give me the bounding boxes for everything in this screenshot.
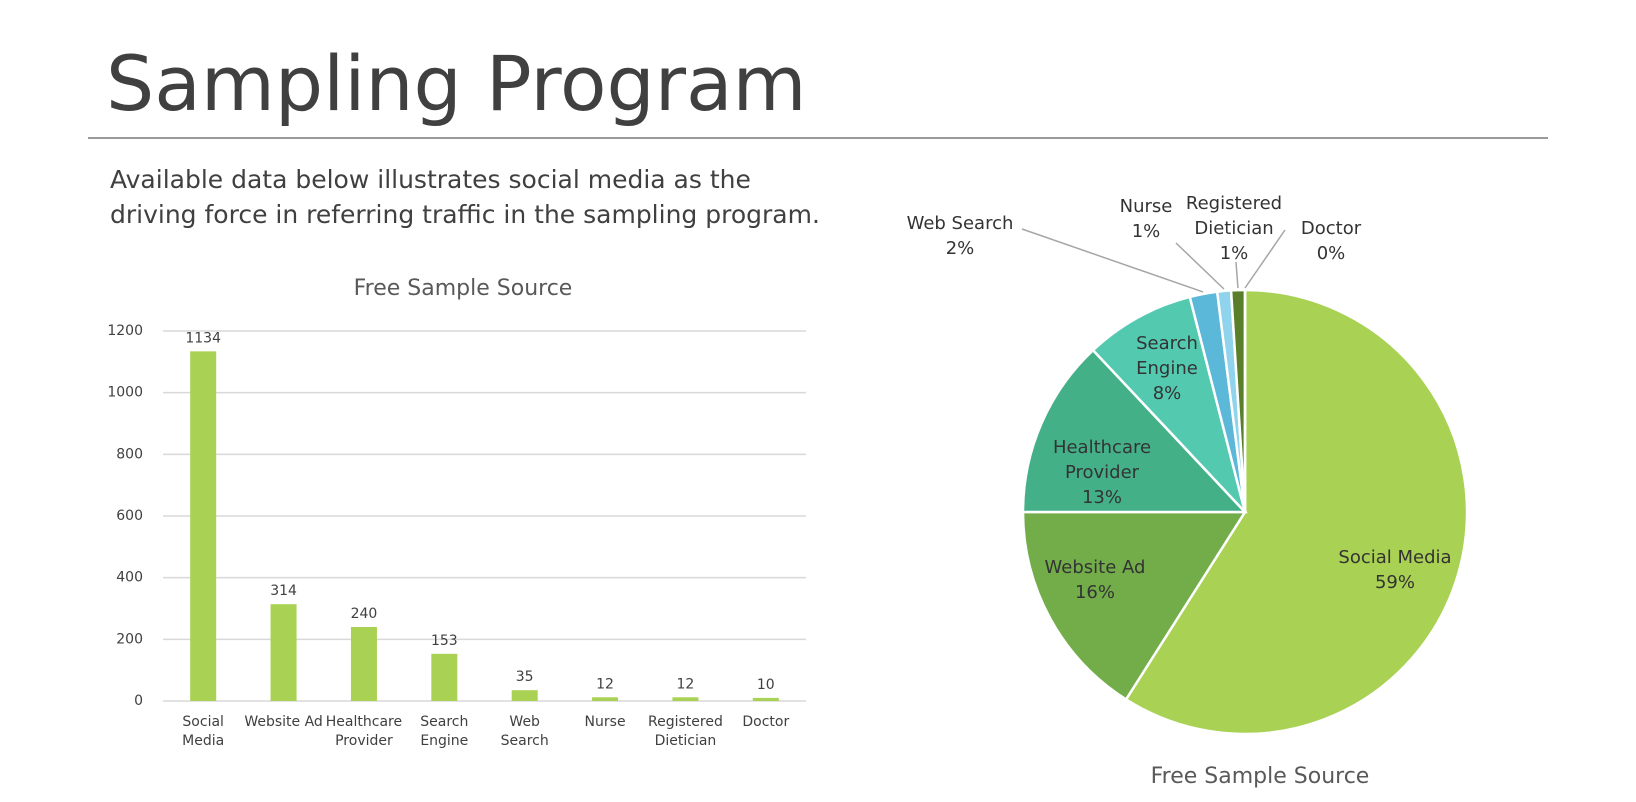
pie-label-value: 0% <box>1316 243 1346 264</box>
bar <box>350 627 377 701</box>
y-tick-label: 200 <box>116 631 143 647</box>
pie-label-value: 1% <box>1219 242 1249 264</box>
x-tick-label: Web Search <box>500 714 549 749</box>
y-tick-label: 800 <box>116 446 143 462</box>
pie-slice <box>1021 348 1248 514</box>
pie-label-name: Registered Dietician <box>1185 192 1283 239</box>
pie-label: Social Media 59% <box>1310 530 1480 610</box>
value-label: 1134 <box>185 330 221 346</box>
bar <box>431 653 458 701</box>
bar <box>190 351 217 701</box>
bar-chart-title: Free Sample Source <box>353 276 573 301</box>
leader-line <box>1175 242 1225 290</box>
pie-label-name: Nurse <box>1119 196 1173 217</box>
pie-label: Registered Dietician 1% <box>1179 188 1289 268</box>
pie-label-value: 2% <box>945 238 975 259</box>
pie-slice <box>1124 288 1469 736</box>
pie-label: Doctor 0% <box>1296 201 1366 281</box>
pie-label-name: Website Ad <box>1044 557 1146 578</box>
pie-label: Website Ad 16% <box>1030 540 1160 620</box>
pie-label: Web Search 2% <box>890 196 1030 276</box>
pie-label: Nurse 1% <box>1116 179 1176 259</box>
bar <box>592 697 619 701</box>
pie-slice <box>1091 295 1247 513</box>
pie-chart-title: Free Sample Source <box>1150 764 1370 789</box>
x-tick-label: Nurse <box>584 714 626 730</box>
y-tick-label: 1000 <box>107 385 143 401</box>
bar <box>672 697 699 701</box>
slide-subtitle: Available data below illustrates social … <box>110 165 820 229</box>
pie-label-value: 1% <box>1131 221 1161 242</box>
value-label: 12 <box>596 676 614 692</box>
slide-title: Sampling Program <box>106 39 807 128</box>
y-tick-label: 0 <box>134 693 143 709</box>
x-tick-label: Website Ad <box>244 714 323 730</box>
pie-label: Healthcare Provider 13% <box>1042 432 1162 512</box>
y-tick-label: 600 <box>116 508 143 524</box>
bar <box>511 690 538 701</box>
pie-label-value: 8% <box>1152 382 1182 404</box>
value-label: 314 <box>270 583 297 599</box>
value-label: 12 <box>677 676 695 692</box>
leader-line <box>1021 228 1204 293</box>
pie-label-name: Healthcare Provider <box>1052 436 1152 483</box>
y-tick-label: 400 <box>116 570 143 586</box>
value-label: 240 <box>351 606 378 622</box>
pie-label-name: Search Engine <box>1136 332 1198 379</box>
bar <box>270 604 297 701</box>
x-tick-label: Doctor <box>742 714 790 730</box>
bar <box>752 697 779 701</box>
leader-line <box>1235 261 1239 289</box>
pie-label-value: 16% <box>1074 582 1115 603</box>
value-label: 35 <box>516 669 534 685</box>
pie-label-name: Social Media <box>1338 547 1452 568</box>
leader-line <box>1244 229 1286 289</box>
pie-slice <box>1021 510 1248 702</box>
value-label: 153 <box>431 633 458 649</box>
pie-label-name: Doctor <box>1300 218 1362 239</box>
pie-label-value: 13% <box>1081 486 1122 508</box>
pie-label-name: Web Search <box>906 213 1014 234</box>
value-label: 10 <box>757 677 775 693</box>
pie-label: Search Engine 8% <box>1122 328 1212 408</box>
x-tick-label: Registered Dietician <box>648 714 723 749</box>
pie-label-value: 59% <box>1374 572 1415 593</box>
x-tick-label: Social Media <box>182 714 225 749</box>
x-tick-label: Search Engine <box>420 714 469 749</box>
y-tick-label: 1200 <box>107 323 143 339</box>
x-tick-label: Healthcare Provider <box>325 714 403 749</box>
